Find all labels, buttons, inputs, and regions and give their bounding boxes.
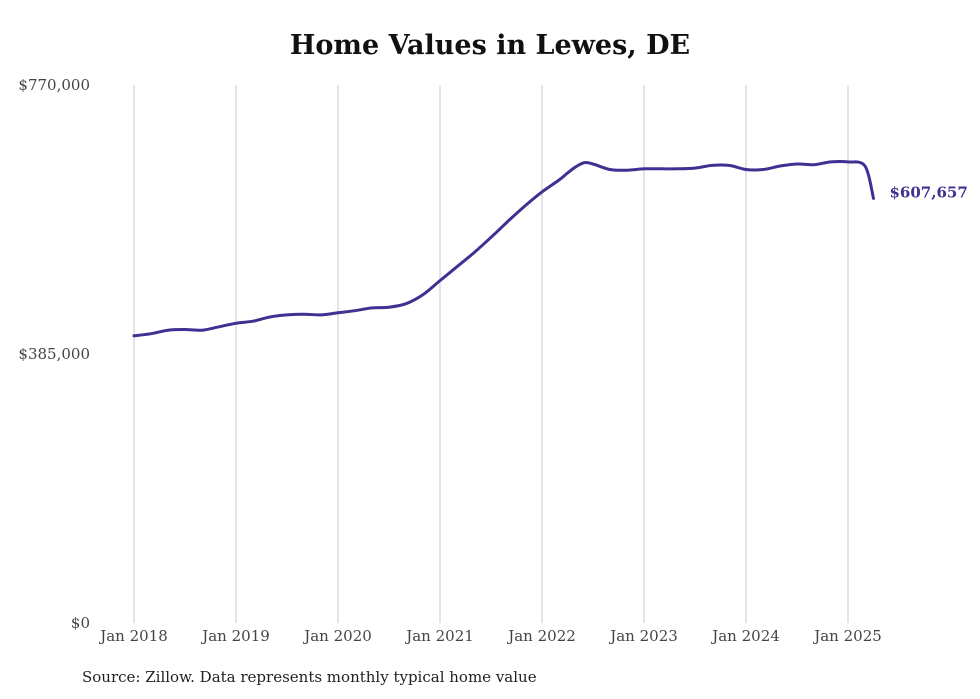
series-line-home-value (132, 159, 875, 338)
x-tick-label: Jan 2018 (98, 627, 168, 645)
x-tick-label: Jan 2022 (506, 627, 576, 645)
end-value-label: $607,657 (890, 183, 968, 201)
x-tick-label: Jan 2024 (710, 627, 780, 645)
chart-title: Home Values in Lewes, DE (289, 30, 691, 61)
x-tick-label: Jan 2020 (302, 627, 372, 645)
x-tick-label: Jan 2021 (404, 627, 474, 645)
x-tick-label: Jan 2023 (608, 627, 678, 645)
x-axis-ticks: Jan 2018 Jan 2019 Jan 2020 Jan 2021 Jan 2022… (98, 627, 882, 645)
source-note: Source: Zillow. Data represents monthly … (82, 668, 537, 686)
x-tick-label: Jan 2019 (200, 627, 270, 645)
y-tick-label: $0 (71, 614, 90, 632)
y-tick-label: $770,000 (18, 76, 90, 94)
y-tick-label: $385,000 (18, 345, 90, 363)
grid-lines (133, 85, 849, 623)
x-tick-label: Jan 2025 (812, 627, 882, 645)
y-axis-ticks: $770,000 $385,000 $0 (18, 76, 90, 632)
